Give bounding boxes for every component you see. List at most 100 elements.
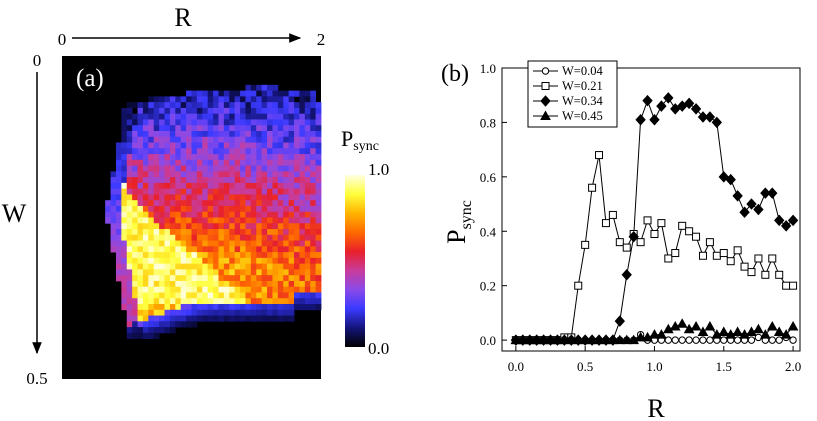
heatmap-cell [234, 275, 241, 282]
heatmap-cell [272, 217, 279, 224]
heatmap-cell [213, 194, 219, 201]
heatmap-cell [272, 84, 279, 92]
heatmap-cell [159, 119, 165, 126]
heatmap-cell [142, 240, 149, 247]
heatmap-cell [223, 280, 230, 288]
heatmap-cell [159, 200, 165, 207]
heatmap-cell [229, 205, 236, 213]
heatmap-cell [115, 217, 122, 224]
heatmap-cell [240, 286, 246, 293]
heatmap-cell [223, 304, 230, 311]
heatmap-cell [304, 217, 311, 224]
heatmap-cell [207, 257, 214, 265]
heatmap-cell [315, 102, 322, 109]
heatmap-cell [121, 159, 128, 166]
heatmap-cell [132, 182, 138, 190]
heatmap-cell [299, 113, 306, 120]
heatmap-cell [299, 269, 306, 276]
heatmap-cell [169, 148, 176, 155]
heatmap-cell [283, 130, 290, 138]
heatmap-cell [245, 159, 252, 166]
heatmap-cell [223, 119, 230, 126]
heatmap-cell [304, 107, 311, 115]
heatmap-cell [142, 298, 149, 305]
heatmap-cell [277, 286, 284, 293]
heatmap-cell [207, 165, 214, 172]
heatmap-cell [121, 125, 128, 132]
data-point-series-3 [642, 331, 653, 342]
heatmap-cell [153, 321, 160, 328]
heatmap-cell [218, 107, 225, 115]
heatmap-cell [299, 136, 306, 143]
heatmap-cell [234, 90, 241, 97]
heatmap-cell [283, 200, 290, 207]
heatmap-cell [164, 321, 171, 328]
heatmap-cell [234, 309, 241, 316]
heatmap-cell [159, 280, 165, 288]
heatmap-cell [159, 171, 165, 178]
heatmap-cell [299, 125, 306, 132]
colorbar-tick-min: 0.0 [368, 339, 389, 358]
heatmap-cell [283, 177, 290, 184]
heatmap-cell [126, 194, 133, 201]
heatmap-cell [191, 205, 198, 213]
heatmap-cell [261, 165, 268, 172]
heatmap-cell [169, 263, 176, 270]
heatmap-cell [267, 136, 273, 143]
heatmap-cell [186, 119, 192, 126]
heatmap-cell [159, 252, 165, 259]
heatmap-cell [267, 142, 273, 149]
heatmap-cell [304, 171, 311, 178]
heatmap-cell [240, 119, 246, 126]
heatmap-cell [121, 194, 128, 201]
heatmap-cell [267, 298, 273, 305]
heatmap-cell [132, 113, 138, 120]
heatmap-y-tick-start: 0 [33, 51, 42, 70]
heatmap-cell [186, 200, 192, 207]
heatmap-cell [229, 309, 236, 316]
heatmap-cell [186, 177, 192, 184]
heatmap-cell [245, 113, 252, 120]
heatmap-cell [142, 200, 149, 207]
heatmap-cell [250, 159, 257, 166]
heatmap-cell [137, 292, 144, 299]
heatmap-cell [142, 136, 149, 143]
heatmap-cell [250, 102, 257, 109]
heatmap-cell [299, 257, 306, 265]
heatmap-cell [175, 292, 182, 299]
heatmap-cell [121, 252, 128, 259]
heatmap-cell [164, 246, 171, 253]
heatmap-cell [218, 90, 225, 97]
heatmap-cell [234, 177, 241, 184]
heatmap-cell [148, 275, 155, 282]
heatmap-cell [229, 177, 236, 184]
heatmap-cell [213, 130, 219, 138]
heatmap-cell [245, 217, 252, 224]
data-point-series-3 [635, 331, 646, 342]
heatmap-cell [218, 159, 225, 166]
heatmap-cell [196, 177, 203, 184]
heatmap-cell [315, 263, 322, 270]
heatmap-cell [159, 102, 165, 109]
heatmap-cell [250, 125, 257, 132]
heatmap-cell [229, 165, 236, 172]
heatmap-cell [180, 246, 187, 253]
heatmap-cell [159, 292, 165, 299]
heatmap-cell [132, 315, 138, 322]
heatmap-cell [126, 332, 133, 340]
heatmap-cell [175, 280, 182, 288]
heatmap-cell [288, 136, 295, 143]
heatmap-cell [169, 159, 176, 166]
heatmap-cell [126, 200, 133, 207]
heatmap-cell [245, 136, 252, 143]
heatmap-cell [267, 304, 273, 311]
heatmap-cell [261, 298, 268, 305]
heatmap-cell [277, 165, 284, 172]
heatmap-cell [186, 113, 192, 120]
heatmap-cell [126, 286, 133, 293]
heatmap-cell [180, 182, 187, 190]
heatmap-cell [126, 107, 133, 115]
heatmap-cell [148, 223, 155, 230]
legend-marker [540, 110, 551, 120]
heatmap-cell [121, 275, 128, 282]
